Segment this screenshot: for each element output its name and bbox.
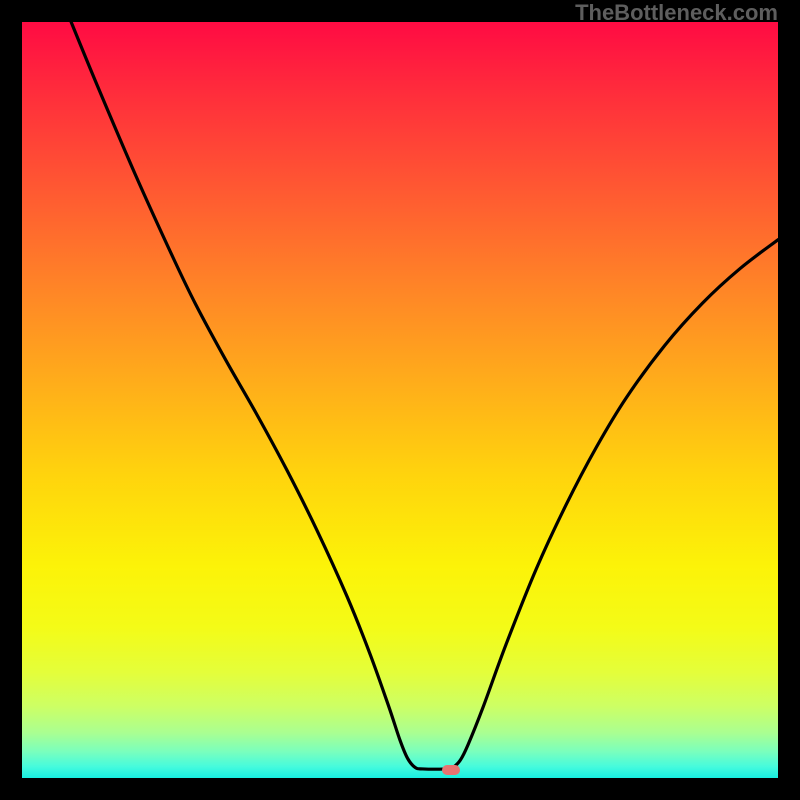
chart-container: { "chart": { "type": "line-on-gradient",… — [0, 0, 800, 800]
optimum-marker — [442, 765, 460, 775]
curve-layer — [22, 22, 778, 778]
bottleneck-curve — [71, 22, 778, 769]
watermark-text: TheBottleneck.com — [575, 0, 778, 26]
plot-area — [22, 22, 778, 778]
